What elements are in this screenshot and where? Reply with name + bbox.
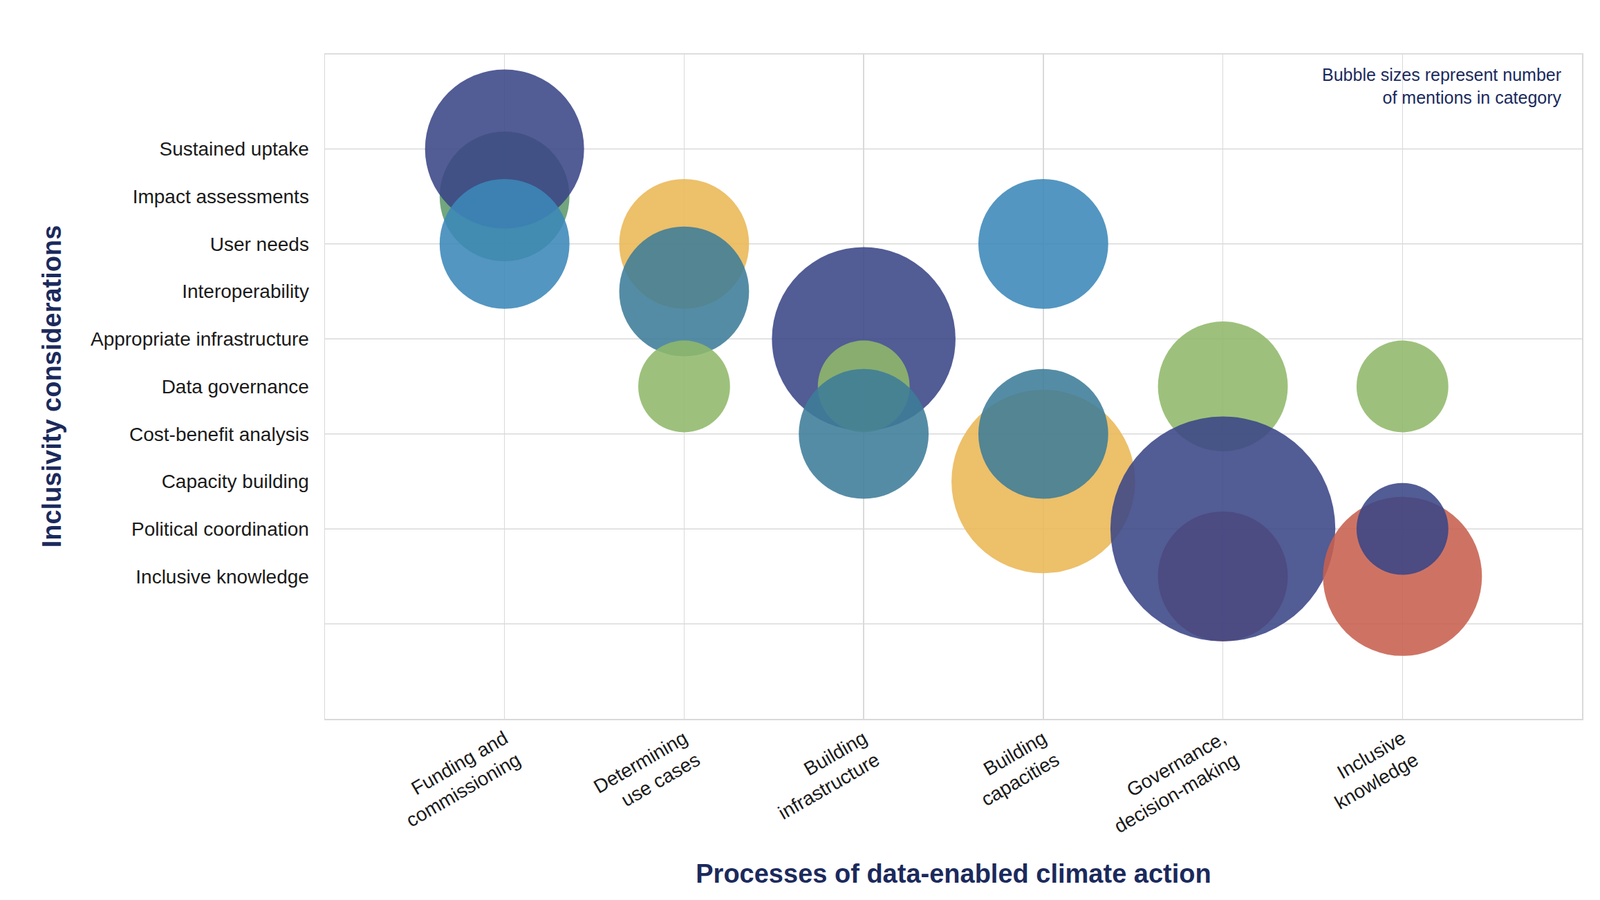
svg-text:Inclusiveknowledge: Inclusiveknowledge xyxy=(1318,727,1423,814)
svg-text:Inclusive knowledge: Inclusive knowledge xyxy=(135,566,310,588)
svg-text:Appropriate infrastructure: Appropriate infrastructure xyxy=(90,328,310,350)
svg-text:Funding andcommissioning: Funding andcommissioning xyxy=(389,727,525,832)
svg-text:Capacity building: Capacity building xyxy=(161,470,310,493)
svg-text:Buildinginfrastructure: Buildinginfrastructure xyxy=(761,727,883,825)
svg-text:Determininguse cases: Determininguse cases xyxy=(589,727,704,821)
svg-text:Bubble sizes represent numbero: Bubble sizes represent numberof mentions… xyxy=(1322,64,1562,108)
svg-text:Data governance: Data governance xyxy=(161,376,310,398)
svg-text:Political coordination: Political coordination xyxy=(131,518,310,541)
svg-text:Governance,decision-making: Governance,decision-making xyxy=(1098,727,1243,839)
svg-text:Interoperability: Interoperability xyxy=(181,280,310,303)
svg-text:User needs: User needs xyxy=(210,233,310,256)
svg-text:Processes of data-enabled clim: Processes of data-enabled climate action xyxy=(695,859,1212,889)
svg-text:Impact assessments: Impact assessments xyxy=(132,185,310,208)
svg-text:Sustained uptake: Sustained uptake xyxy=(159,138,310,160)
svg-text:Cost-benefit analysis: Cost-benefit analysis xyxy=(129,423,310,446)
svg-text:Buildingcapacities: Buildingcapacities xyxy=(965,727,1064,812)
svg-text:Inclusivity considerations: Inclusivity considerations xyxy=(37,225,67,549)
